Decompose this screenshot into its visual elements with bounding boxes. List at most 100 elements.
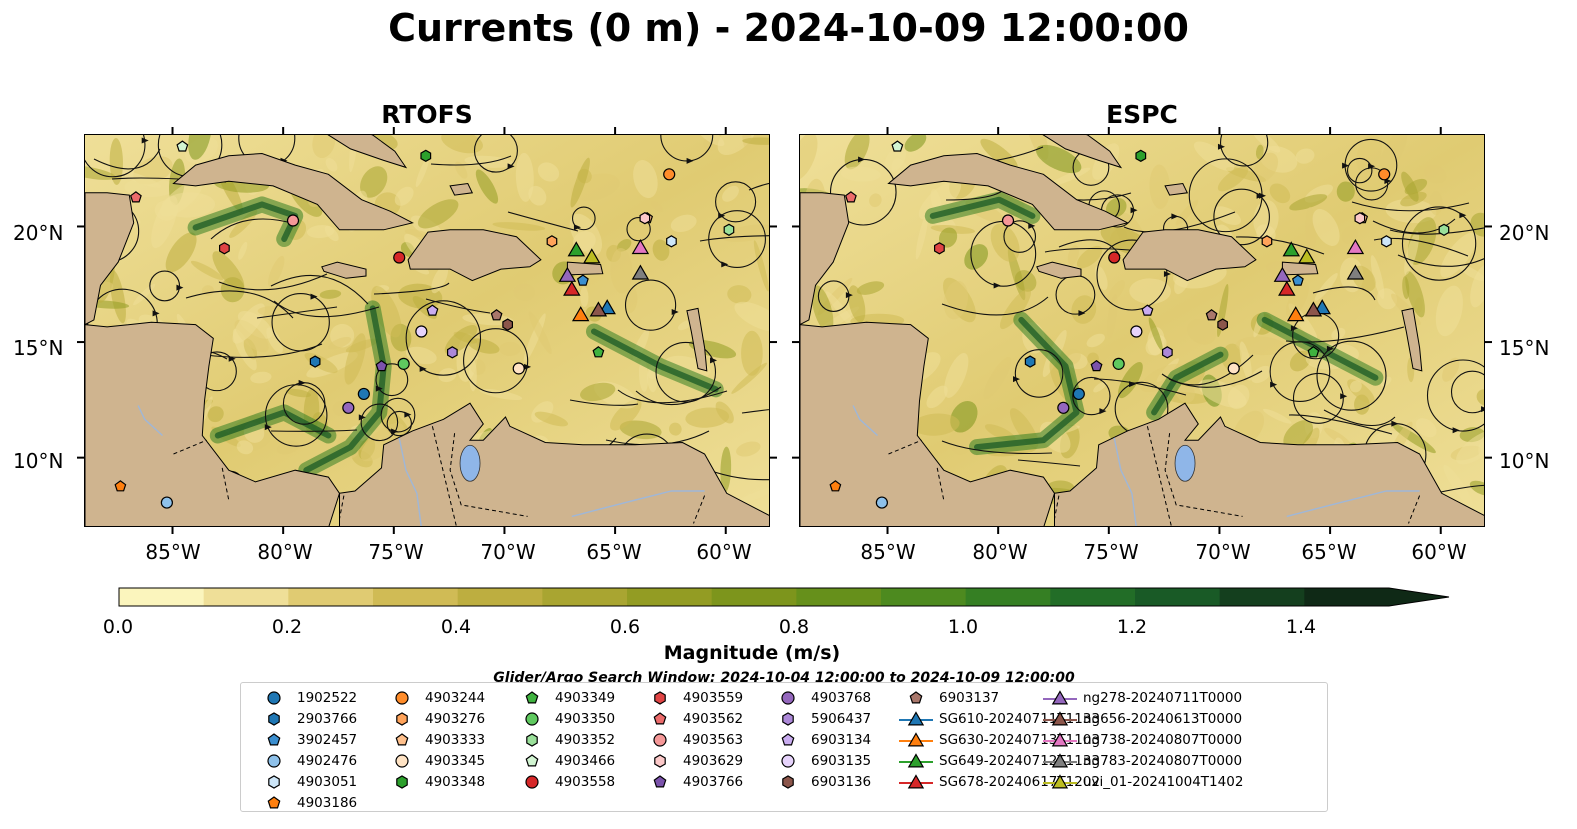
river-line bbox=[1113, 437, 1137, 526]
legend-triangle bbox=[1051, 731, 1069, 746]
legend-symbol bbox=[396, 774, 408, 789]
platform-ng783-20240807T0000 bbox=[1346, 264, 1365, 280]
streamline-arrow bbox=[1340, 393, 1348, 400]
map-panel-rtofs[interactable] bbox=[84, 134, 770, 527]
legend-item: 5906437 bbox=[769, 708, 871, 729]
speed-patch bbox=[677, 320, 693, 331]
legend-triangle bbox=[907, 752, 925, 767]
platform-4903352 bbox=[1438, 223, 1450, 236]
speed-patch bbox=[1086, 333, 1105, 348]
rivers bbox=[137, 405, 705, 526]
speed-patch bbox=[1071, 295, 1097, 324]
streamline bbox=[210, 218, 296, 240]
legend-marker bbox=[395, 732, 409, 745]
legend-symbol bbox=[781, 753, 795, 768]
streamline-eddy bbox=[1213, 188, 1270, 246]
colorbar-tick: 1.0 bbox=[947, 616, 979, 638]
speed-patch bbox=[499, 341, 521, 356]
legend-marker bbox=[267, 732, 281, 745]
legend-marker bbox=[781, 753, 795, 768]
streamline bbox=[1397, 254, 1484, 267]
legend-item: 4903051 bbox=[255, 771, 357, 792]
streamline-arrow bbox=[1452, 427, 1460, 434]
legend-triangle bbox=[1051, 773, 1069, 788]
speed-patch bbox=[160, 180, 203, 217]
land-cuba bbox=[172, 152, 414, 231]
speed-patch bbox=[188, 135, 212, 160]
platform-6903136 bbox=[1217, 318, 1228, 331]
platform-4903559 bbox=[219, 242, 230, 255]
legend-symbol bbox=[396, 711, 408, 726]
speed-patch bbox=[212, 251, 245, 291]
land-hispaniola bbox=[407, 229, 542, 282]
river-line bbox=[852, 405, 878, 437]
legend-symbol bbox=[395, 753, 409, 768]
colorbar-segment bbox=[1135, 588, 1221, 606]
land-south_am bbox=[339, 402, 769, 526]
platform-SG678-20240617T1202 bbox=[1278, 280, 1296, 296]
legend-item: uvi_01-20241004T1402 bbox=[1041, 771, 1243, 792]
speed-patch bbox=[1093, 381, 1107, 393]
speed-patch bbox=[190, 260, 224, 280]
platform-4903244 bbox=[1378, 168, 1391, 181]
colorbar-segment bbox=[203, 588, 289, 606]
map-canvas-rtofs bbox=[85, 135, 769, 526]
speed-patch bbox=[528, 185, 547, 206]
land-caicos bbox=[1164, 182, 1189, 196]
platform-4903466 bbox=[176, 140, 189, 152]
speed-patch bbox=[1263, 408, 1292, 424]
platform-1902522 bbox=[357, 387, 370, 401]
land-jamaica bbox=[1036, 261, 1082, 279]
streamline-arrow bbox=[1459, 212, 1467, 219]
streamline bbox=[1161, 354, 1254, 386]
legend-symbol bbox=[268, 711, 280, 726]
streamline-arrow bbox=[264, 424, 272, 431]
speed-patch bbox=[983, 357, 1012, 400]
platform-6903136 bbox=[502, 318, 513, 331]
platform-4903244 bbox=[663, 168, 676, 181]
speed-patch bbox=[475, 169, 499, 204]
legend-marker bbox=[781, 690, 795, 705]
map-panel-espc[interactable] bbox=[799, 134, 1485, 527]
streamline-arrow bbox=[1270, 381, 1278, 388]
streamline-eddy bbox=[473, 135, 518, 173]
streamline-eddy bbox=[655, 341, 717, 403]
legend-symbol bbox=[909, 690, 923, 703]
speed-patch bbox=[1217, 166, 1249, 192]
platform-4903768 bbox=[342, 401, 355, 414]
legend-item: 4903333 bbox=[383, 729, 485, 750]
speed-patch bbox=[741, 330, 763, 376]
speed-patch bbox=[1435, 285, 1463, 337]
speed-patch bbox=[371, 285, 402, 338]
streamline bbox=[425, 298, 491, 314]
speed-patch bbox=[109, 270, 126, 324]
colorbar-segment bbox=[711, 588, 797, 606]
current-core bbox=[591, 328, 719, 393]
speed-patch bbox=[717, 135, 758, 155]
legend-label: 5906437 bbox=[811, 710, 872, 727]
legend-marker bbox=[267, 690, 281, 705]
legend-label: 4903244 bbox=[425, 689, 486, 706]
streamline bbox=[273, 300, 380, 318]
colorbar-tick: 1.4 bbox=[1285, 616, 1317, 638]
legend-label: 6903136 bbox=[811, 773, 872, 790]
border-line bbox=[1054, 495, 1060, 519]
streamline-arrow bbox=[419, 365, 427, 372]
platform-SG630-20240713T1103 bbox=[571, 306, 590, 322]
colorbar-segment bbox=[627, 588, 713, 606]
streamline bbox=[270, 429, 358, 432]
speed-patch bbox=[624, 287, 638, 313]
border-line bbox=[173, 439, 207, 455]
legend-item: 4903348 bbox=[383, 771, 485, 792]
platform-6903137 bbox=[1205, 309, 1218, 321]
legend-symbol bbox=[653, 774, 667, 787]
speed-patch bbox=[1443, 464, 1473, 507]
platform-4903563 bbox=[1001, 214, 1015, 227]
streamline-eddy bbox=[360, 403, 399, 442]
streamline-eddy bbox=[463, 328, 529, 394]
streamline bbox=[1235, 236, 1325, 255]
legend-marker bbox=[653, 711, 667, 724]
streamline-arrow bbox=[1163, 270, 1171, 277]
legend-item: 4903768 bbox=[769, 687, 871, 708]
speed-patch bbox=[1193, 141, 1235, 171]
